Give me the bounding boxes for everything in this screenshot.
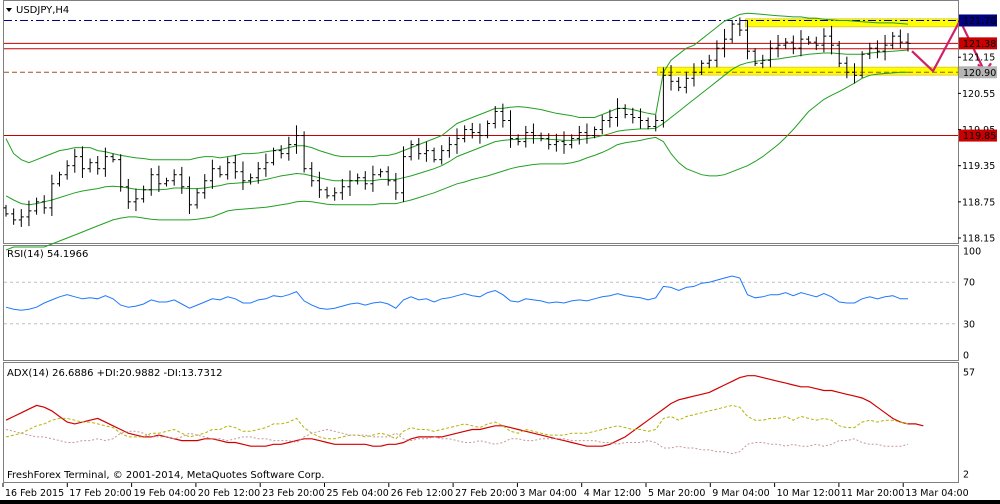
time-axis-label: 16 Feb 2015: [5, 488, 64, 499]
adx-panel: [5, 375, 924, 455]
time-axis-label: 5 Mar 20:00: [648, 488, 705, 499]
symbol-label: USDJPY,H4: [16, 5, 69, 16]
time-axis-label: 20 Feb 12:00: [198, 488, 260, 499]
time-axis-label: 9 Mar 04:00: [712, 488, 769, 499]
time-axis-label: 26 Feb 12:00: [391, 488, 453, 499]
price-badge-bg: [959, 14, 997, 27]
rsi-axis-label: 30: [963, 319, 975, 330]
price-badge-label: 119.85: [963, 131, 996, 142]
price-axis-label: 120.55: [962, 89, 995, 100]
adx-label: ADX(14) 26.6886 +DI:20.9882 -DI:13.7312: [7, 368, 223, 379]
time-axis-label: 23 Feb 20:00: [262, 488, 324, 499]
time-axis-label: 10 Mar 12:00: [777, 488, 840, 499]
bollinger-lower-band: [5, 71, 908, 251]
rsi-line: [5, 275, 908, 311]
price-axis-label: 121.15: [962, 53, 995, 64]
price-badge-label: 121.38: [963, 39, 996, 50]
time-axis-label: 11 Mar 20:00: [841, 488, 904, 499]
chart-dropdown-icon[interactable]: [6, 8, 12, 12]
adx-series-line: [5, 404, 909, 440]
price-badge-bg: [959, 66, 997, 79]
rsi-axis-label: 100: [963, 247, 981, 258]
time-axis-label: 17 Feb 20:00: [69, 488, 131, 499]
adx-axis-label: 2: [963, 470, 969, 481]
rsi-axis-label: 0: [963, 351, 969, 362]
time-axis-label: 25 Feb 04:00: [327, 488, 389, 499]
bollinger-upper-band: [5, 12, 909, 164]
price-badge-label: 120.90: [963, 68, 996, 79]
time-axis-label: 13 Mar 04:00: [905, 488, 968, 499]
adx-axis-label: 57: [963, 368, 975, 379]
price-axis-label: 118.15: [962, 233, 995, 244]
time-axis-label: 3 Mar 04:00: [519, 488, 576, 499]
price-badge-label: 121.76: [963, 16, 996, 27]
support-zone-highlight: [657, 66, 959, 76]
rsi-panel-frame: [3, 245, 959, 361]
rsi-label: RSI(14) 54.1966: [7, 249, 88, 260]
price-axis-label: 118.75: [962, 197, 995, 208]
price-badge-bg: [959, 129, 997, 142]
copyright-label: FreshForex Terminal, © 2001-2014, MetaQu…: [7, 470, 324, 481]
time-axis-label: 19 Feb 04:00: [134, 488, 196, 499]
bollinger-middle-band: [5, 49, 909, 206]
adx-series-line: [5, 375, 924, 447]
time-axis-label: 27 Feb 20:00: [455, 488, 517, 499]
time-axis-label: 4 Mar 12:00: [584, 488, 641, 499]
axes: 121.75121.15120.55119.95119.35118.75118.…: [2, 14, 997, 499]
price-badge-bg: [959, 37, 997, 50]
price-axis-label: 119.35: [962, 161, 995, 172]
price-panel-frame: [3, 0, 959, 244]
adx-panel-frame: [3, 362, 959, 483]
price-panel: [3, 12, 992, 251]
rsi-panel: [4, 275, 958, 325]
rsi-axis-label: 70: [963, 278, 975, 289]
